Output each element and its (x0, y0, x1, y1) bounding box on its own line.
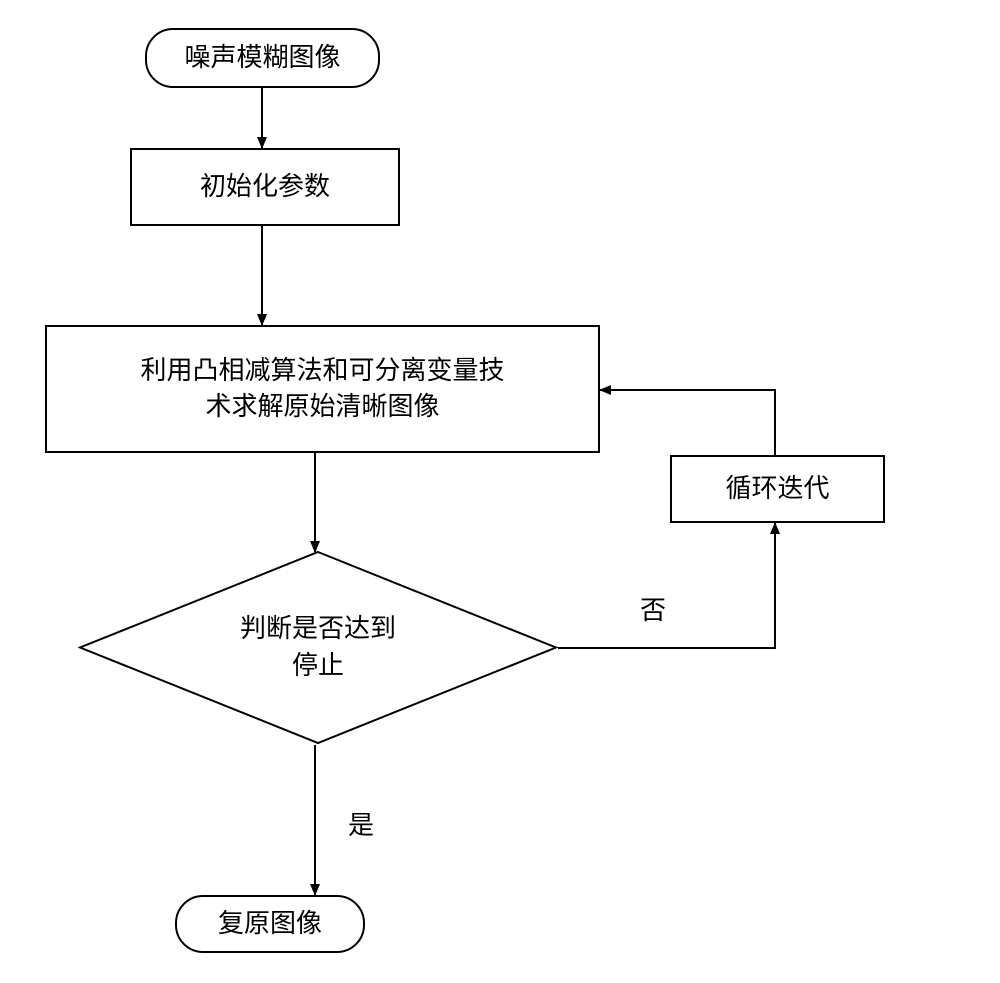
node-start: 噪声模糊图像 (145, 28, 380, 88)
node-decision-label-line1: 判断是否达到 (240, 611, 396, 647)
node-start-label: 噪声模糊图像 (184, 40, 340, 76)
node-end: 复原图像 (175, 895, 365, 953)
node-loop: 循环迭代 (670, 455, 885, 523)
node-init-label: 初始化参数 (200, 169, 330, 205)
node-solve: 利用凸相减算法和可分离变量技 术求解原始清晰图像 (45, 325, 600, 453)
edge-label-no: 否 (640, 590, 666, 627)
node-decision-label-line2: 停止 (240, 648, 396, 684)
edge-decision-loop (558, 523, 775, 648)
edge-label-yes: 是 (348, 805, 374, 842)
edge-loop-solve (600, 390, 775, 455)
node-solve-label-line2: 术求解原始清晰图像 (140, 389, 504, 425)
node-solve-label-line1: 利用凸相减算法和可分离变量技 (140, 353, 504, 389)
node-loop-label: 循环迭代 (725, 471, 829, 507)
node-end-label: 复原图像 (218, 906, 322, 942)
node-decision: 判断是否达到 停止 (78, 550, 558, 745)
node-init: 初始化参数 (130, 148, 400, 226)
